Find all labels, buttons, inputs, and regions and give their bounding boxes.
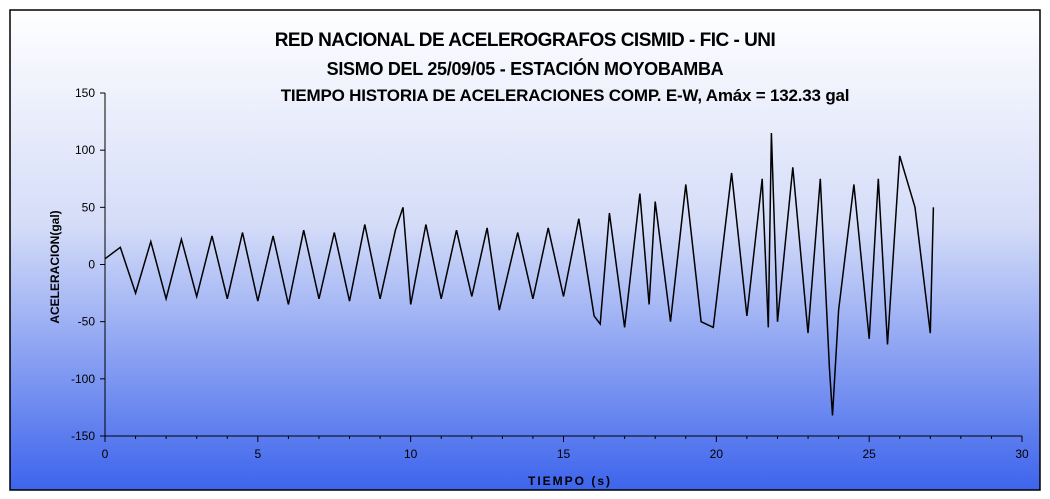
y-axis-label: ACELERACION(gal): [48, 210, 62, 324]
axes: 150 100 50 0 -50 -100 -150 0 5 10 15 20 25 30: [71, 86, 1029, 461]
y-tick-label: -100: [71, 372, 95, 386]
y-tick-label: -150: [71, 429, 95, 443]
chart-background: [9, 9, 1041, 491]
x-tick-label: 20: [710, 447, 724, 461]
x-tick-label: 25: [862, 447, 876, 461]
x-axis-label: TIEMPO (s): [527, 474, 612, 488]
x-tick-label: 10: [404, 447, 418, 461]
series-line: [104, 132, 935, 416]
y-tick-label: 50: [82, 200, 96, 214]
x-tick-label: 0: [102, 447, 109, 461]
y-tick-label: 0: [88, 258, 95, 272]
series-group: [104, 132, 935, 416]
y-tick-label: 150: [75, 86, 95, 100]
x-tick-label: 5: [254, 447, 261, 461]
y-tick-label: 100: [75, 143, 95, 157]
chart-subtitle: SISMO DEL 25/09/05 - ESTACIÓN MOYOBAMBA: [326, 59, 724, 79]
y-tick-label: -50: [78, 315, 96, 329]
x-tick-label: 30: [1015, 447, 1029, 461]
x-tick-label: 15: [557, 447, 571, 461]
chart-subtitle-2: TIEMPO HISTORIA DE ACELERACIONES COMP. E…: [280, 86, 850, 105]
chart-title: RED NACIONAL DE ACELEROGRAFOS CISMID - F…: [274, 30, 776, 51]
